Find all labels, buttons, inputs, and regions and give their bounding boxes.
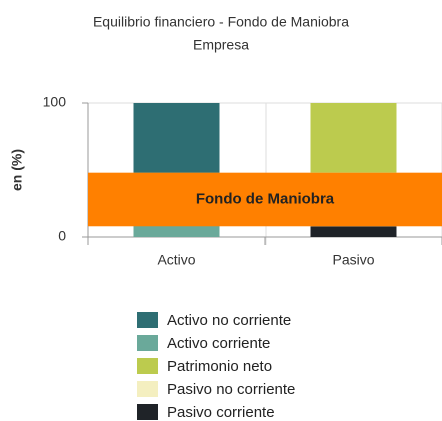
bar-segment bbox=[310, 103, 397, 173]
x-tick-label: Activo bbox=[157, 252, 195, 268]
annotation-band bbox=[88, 172, 442, 227]
chart-subtitle: Empresa bbox=[193, 37, 249, 53]
y-tick-label: 100 bbox=[43, 94, 67, 110]
bar-segment bbox=[133, 103, 220, 173]
x-tick-label: Pasivo bbox=[332, 252, 374, 268]
legend-swatch bbox=[137, 312, 158, 328]
legend-swatch bbox=[137, 404, 158, 420]
legend-label: Pasivo no corriente bbox=[167, 381, 295, 398]
chart-title: Equilibrio financiero - Fondo de Maniobr… bbox=[93, 14, 349, 30]
y-axis-label: en (%) bbox=[9, 149, 25, 191]
legend-label: Activo corriente bbox=[167, 335, 270, 352]
legend-swatch bbox=[137, 358, 158, 374]
legend-label: Patrimonio neto bbox=[167, 358, 272, 375]
annotation-label: Fondo de Maniobra bbox=[196, 190, 335, 207]
bar-segment bbox=[310, 226, 397, 237]
legend-label: Pasivo corriente bbox=[167, 404, 275, 421]
legend-swatch bbox=[137, 335, 158, 351]
legend-label: Activo no corriente bbox=[167, 312, 291, 329]
y-tick-label: 0 bbox=[58, 228, 66, 244]
legend-swatch bbox=[137, 381, 158, 397]
